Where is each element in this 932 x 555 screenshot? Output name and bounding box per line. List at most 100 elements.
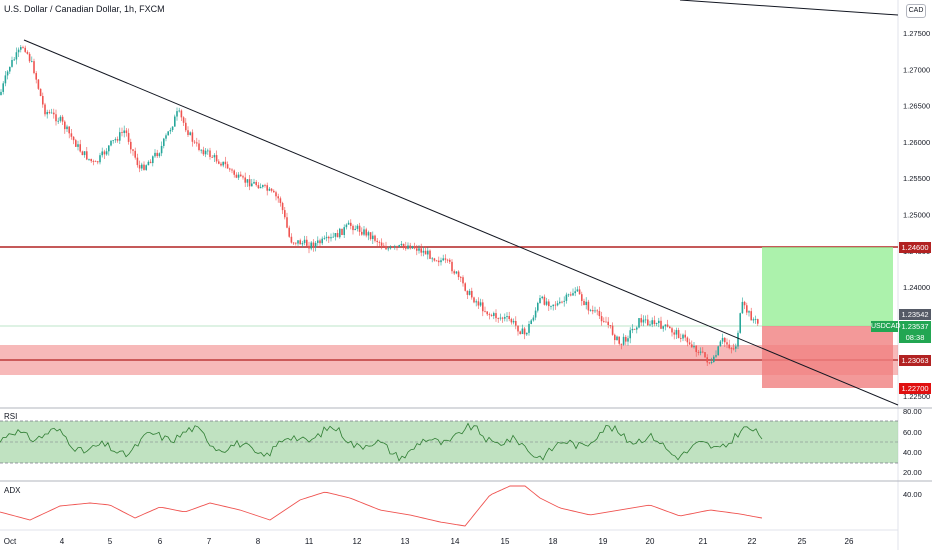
candle-body: [301, 243, 304, 245]
upper-trend-line[interactable]: [679, 0, 899, 16]
stop-loss-zone[interactable]: [762, 326, 893, 388]
downtrend-line[interactable]: [23, 39, 899, 406]
candle-body: [435, 260, 438, 262]
candle-body: [638, 318, 640, 328]
candle-body: [149, 161, 152, 164]
candle-body: [750, 311, 752, 321]
candle-body: [521, 328, 524, 334]
candle-body: [229, 168, 231, 170]
candle-body: [253, 181, 255, 184]
price-tick-label: 1.26000: [903, 138, 930, 147]
candle-body: [152, 156, 154, 164]
candle-body: [644, 319, 647, 321]
candle-body: [121, 132, 123, 133]
candle-body: [717, 346, 719, 356]
candle-body: [116, 139, 119, 141]
candle-body: [130, 141, 132, 150]
take-profit-zone[interactable]: [762, 247, 893, 326]
candle-body: [530, 320, 532, 324]
candle-body: [86, 151, 88, 160]
candle-body: [600, 316, 603, 322]
candle-body: [171, 126, 174, 130]
candle-body: [444, 258, 447, 260]
adx-tick-label: 40.00: [903, 490, 922, 499]
candle-body: [257, 185, 260, 189]
candle-body: [48, 111, 51, 113]
candle-body: [482, 302, 484, 312]
candle-body: [222, 161, 224, 166]
candle-body: [680, 338, 682, 339]
adx-label[interactable]: ADX: [4, 486, 21, 495]
currency-badge[interactable]: CAD: [906, 4, 926, 18]
candle-body: [59, 116, 62, 121]
candle-body: [400, 243, 403, 246]
candle-body: [737, 332, 739, 347]
candle-body: [523, 328, 526, 335]
candle-body: [242, 176, 244, 178]
candle-body: [724, 337, 726, 343]
candle-body: [350, 222, 352, 226]
candle-body: [215, 155, 218, 162]
rsi-tick-label: 40.00: [903, 448, 922, 457]
candle-body: [473, 297, 475, 303]
candle-body: [88, 158, 90, 160]
price-tick-label: 1.22500: [903, 392, 930, 401]
candle-body: [528, 323, 530, 333]
candle-body: [559, 301, 561, 304]
candle-body: [442, 258, 444, 261]
rsi-label[interactable]: RSI: [4, 412, 18, 421]
time-tick-label: 26: [845, 537, 854, 546]
candle-body: [662, 326, 664, 329]
candle-body: [550, 306, 552, 307]
candle-body: [308, 245, 310, 249]
candle-body: [486, 311, 488, 315]
candle-body: [757, 319, 759, 324]
candle-body: [4, 75, 7, 84]
candle-body: [462, 277, 464, 284]
candle-body: [246, 179, 249, 183]
candle-body: [323, 238, 326, 239]
candle-body: [451, 261, 453, 272]
candle-body: [578, 289, 581, 295]
stop-price-label: 1.22700: [899, 383, 931, 394]
candle-body: [75, 140, 77, 147]
candle-body: [609, 325, 612, 326]
candle-body: [295, 242, 297, 244]
chart-title: U.S. Dollar / Canadian Dollar, 1h, FXCM: [4, 4, 165, 14]
candle-body: [427, 250, 429, 255]
candle-body: [565, 294, 568, 301]
candle-body: [743, 301, 746, 306]
candle-body: [706, 357, 708, 363]
candle-body: [730, 348, 733, 349]
price-tick-label: 1.27000: [903, 65, 930, 74]
rsi-axis: 80.00 60.00 40.00 20.00: [903, 407, 922, 477]
rsi-tick-label: 20.00: [903, 468, 922, 477]
candle-body: [710, 362, 713, 363]
candle-body: [598, 310, 601, 317]
candle-body: [554, 304, 557, 306]
candle-body: [490, 315, 493, 316]
candle-body: [596, 310, 598, 312]
candle-body: [297, 240, 299, 244]
candle-body: [339, 228, 341, 238]
candle-body: [561, 301, 563, 303]
candle-body: [728, 344, 730, 349]
candle-body: [11, 60, 13, 67]
candle-body: [752, 319, 755, 321]
candle-body: [193, 141, 196, 143]
current-price-label: 1.23537 08:38: [899, 321, 931, 343]
candle-body: [631, 328, 634, 331]
candle-body: [653, 320, 656, 324]
candle-body: [508, 316, 510, 320]
candle-body: [154, 152, 156, 157]
candle-body: [592, 310, 594, 312]
candle-body: [556, 303, 559, 306]
candle-body: [92, 161, 95, 162]
rsi-line: [0, 422, 763, 462]
time-tick-label: 21: [699, 537, 708, 546]
candle-body: [479, 302, 482, 306]
candlestick-series: [0, 44, 759, 366]
candle-body: [288, 227, 290, 237]
